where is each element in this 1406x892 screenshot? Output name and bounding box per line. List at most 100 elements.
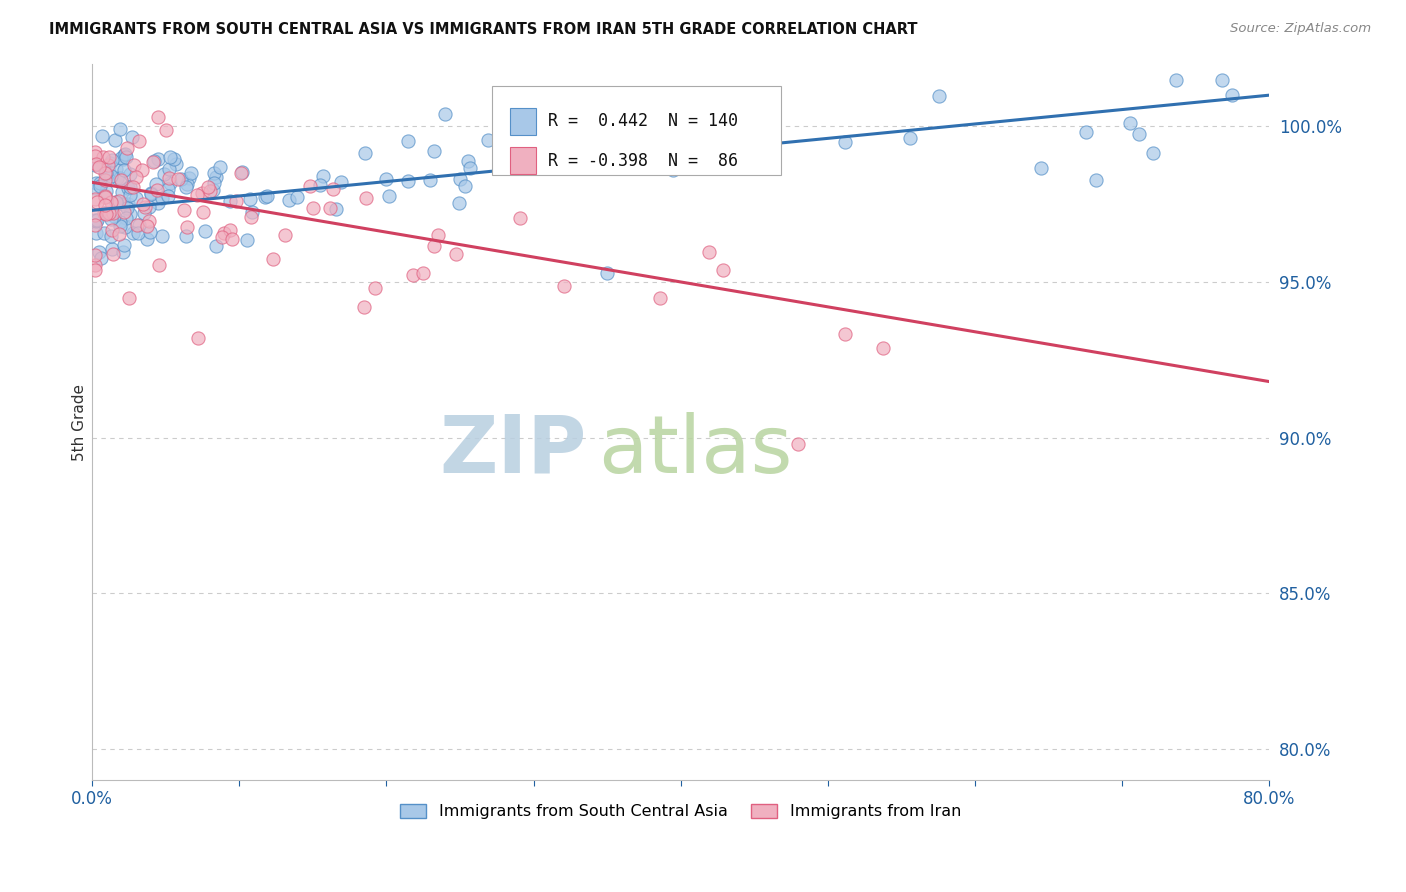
Point — [353, 300, 375, 314]
Point — [112, 237, 135, 252]
Point — [93, 190, 115, 204]
Point — [509, 211, 531, 225]
Point — [229, 166, 252, 180]
Point — [145, 177, 167, 191]
Point — [898, 131, 921, 145]
Point — [1142, 145, 1164, 160]
FancyBboxPatch shape — [510, 108, 536, 135]
Point — [156, 182, 179, 196]
Point — [148, 196, 170, 211]
Point — [101, 206, 124, 220]
Point — [84, 145, 107, 160]
Point — [422, 144, 444, 158]
Point — [108, 215, 131, 229]
Point — [84, 157, 107, 171]
Point — [174, 228, 197, 243]
Point — [114, 147, 136, 161]
Point — [354, 191, 377, 205]
Point — [643, 111, 665, 125]
Text: IMMIGRANTS FROM SOUTH CENTRAL ASIA VS IMMIGRANTS FROM IRAN 5TH GRADE CORRELATION: IMMIGRANTS FROM SOUTH CENTRAL ASIA VS IM… — [49, 22, 918, 37]
Point — [460, 161, 482, 176]
Point — [262, 252, 284, 267]
Point — [98, 206, 121, 220]
Point — [136, 219, 159, 233]
Point — [354, 146, 377, 161]
Point — [157, 162, 180, 177]
Point — [325, 202, 347, 216]
Point — [221, 232, 243, 246]
Point — [142, 154, 165, 169]
Point — [641, 153, 664, 168]
Point — [174, 180, 197, 194]
Point — [86, 194, 108, 209]
Point — [104, 194, 127, 209]
Point — [208, 160, 231, 174]
Point — [128, 218, 150, 232]
Point — [928, 88, 950, 103]
Point — [84, 176, 107, 190]
Point — [108, 121, 131, 136]
Point — [299, 178, 322, 193]
Point — [100, 211, 122, 226]
Point — [204, 239, 226, 253]
Point — [110, 170, 132, 185]
Point — [787, 437, 810, 451]
Text: R =  0.442  N = 140: R = 0.442 N = 140 — [547, 112, 738, 130]
Point — [125, 169, 148, 184]
Point — [187, 331, 209, 345]
Point — [225, 194, 247, 209]
Point — [418, 172, 440, 186]
Point — [98, 150, 121, 164]
Point — [97, 165, 120, 179]
Point — [105, 162, 128, 177]
Point — [108, 227, 131, 241]
Point — [104, 133, 127, 147]
Point — [97, 167, 120, 181]
Point — [94, 166, 117, 180]
Point — [117, 197, 139, 211]
Point — [329, 175, 352, 189]
Point — [186, 188, 208, 202]
Point — [108, 194, 131, 208]
Point — [138, 200, 160, 214]
Point — [93, 226, 115, 240]
Point — [84, 181, 107, 195]
Point — [194, 224, 217, 238]
Point — [285, 190, 308, 204]
Point — [453, 178, 475, 193]
Point — [84, 149, 107, 163]
Point — [132, 196, 155, 211]
Point — [152, 167, 174, 181]
Point — [449, 171, 471, 186]
Point — [103, 210, 125, 224]
Point — [202, 166, 225, 180]
Point — [121, 130, 143, 145]
Point — [100, 194, 122, 209]
Point — [173, 203, 195, 218]
Point — [163, 153, 186, 167]
Point — [364, 281, 387, 295]
Point — [100, 242, 122, 256]
Point — [94, 166, 117, 180]
Point — [191, 186, 214, 201]
Point — [142, 153, 165, 168]
Point — [84, 218, 107, 232]
Point — [94, 184, 117, 198]
Point — [84, 226, 107, 240]
Point — [200, 185, 222, 199]
FancyBboxPatch shape — [510, 147, 536, 174]
Point — [111, 185, 134, 199]
Point — [239, 192, 262, 206]
Point — [1031, 161, 1053, 175]
Point — [434, 107, 457, 121]
Point — [378, 189, 401, 203]
Point — [312, 169, 335, 184]
Point — [84, 248, 107, 262]
Point — [1074, 125, 1097, 139]
Point — [111, 245, 134, 260]
Point — [117, 181, 139, 195]
Point — [834, 136, 856, 150]
Point — [157, 171, 180, 186]
Point — [105, 194, 128, 209]
Point — [176, 219, 198, 234]
